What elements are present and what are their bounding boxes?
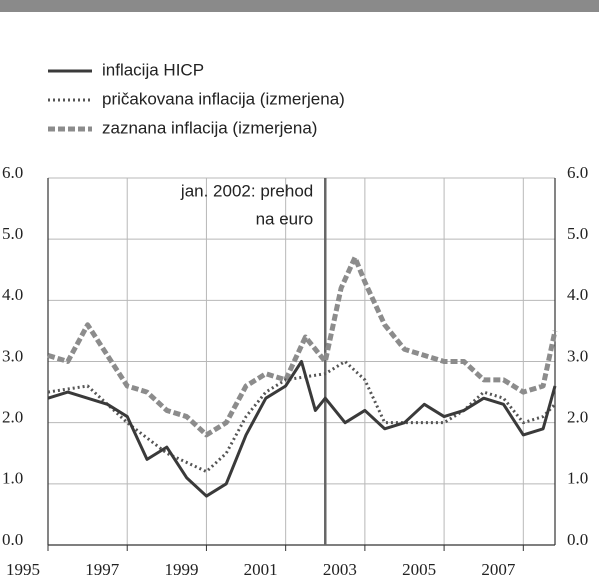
- header-bar: [0, 0, 599, 12]
- y2-tick-label: 3.0: [567, 346, 588, 365]
- y-tick-label: 6.0: [2, 163, 23, 182]
- x-tick-label: 2001: [244, 560, 278, 579]
- y-tick-label: 3.0: [2, 346, 23, 365]
- x-tick-label: 1997: [85, 560, 120, 579]
- x-tick-label: 1999: [164, 560, 198, 579]
- y2-tick-label: 2.0: [567, 408, 588, 427]
- x-tick-label: 2005: [402, 560, 436, 579]
- legend-label: pričakovana inflacija (izmerjena): [102, 89, 345, 108]
- x-tick-label: 2003: [323, 560, 357, 579]
- y2-tick-label: 0.0: [567, 530, 588, 549]
- y-tick-label: 4.0: [2, 285, 23, 304]
- x-tick-label: 2007: [481, 560, 516, 579]
- y-tick-label: 5.0: [2, 224, 23, 243]
- y2-tick-label: 4.0: [567, 285, 588, 304]
- legend-label: inflacija HICP: [102, 60, 204, 79]
- y2-tick-label: 6.0: [567, 163, 588, 182]
- annotation: jan. 2002: prehod: [180, 181, 313, 200]
- series-line: [47, 255, 558, 438]
- y2-tick-label: 1.0: [567, 469, 588, 488]
- series-line: [47, 360, 557, 498]
- y2-tick-label: 5.0: [567, 224, 588, 243]
- y-tick-label: 1.0: [2, 469, 23, 488]
- y-tick-label: 2.0: [2, 408, 23, 427]
- legend-label: zaznana inflacija (izmerjena): [102, 118, 317, 137]
- annotation: na euro: [256, 209, 314, 228]
- x-tick-label: 1995: [6, 560, 40, 579]
- y-tick-label: 0.0: [2, 530, 23, 549]
